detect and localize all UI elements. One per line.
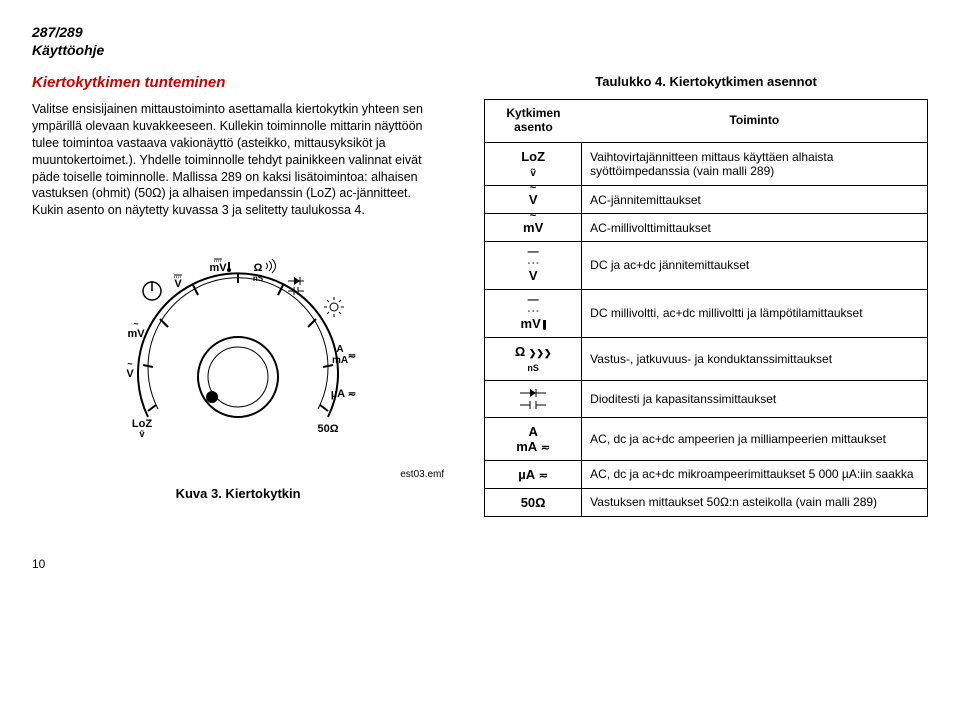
rotary-dial-figure: V mV Ω nS bbox=[32, 237, 444, 501]
figure-caption: Kuva 3. Kiertokytkin bbox=[32, 486, 444, 501]
position-description: AC-millivolttimittaukset bbox=[582, 214, 928, 242]
svg-text:A: A bbox=[336, 344, 343, 355]
svg-text:Ω: Ω bbox=[254, 262, 263, 274]
svg-text:µA: µA bbox=[331, 388, 345, 400]
position-symbol: Ω ❯❯❯nS bbox=[485, 337, 582, 380]
position-description: Dioditesti ja kapasitanssimittaukset bbox=[582, 380, 928, 417]
table-row: Ω ❯❯❯nSVastus-, jatkuvuus- ja konduktans… bbox=[485, 337, 928, 380]
emf-label: est03.emf bbox=[32, 469, 444, 480]
table-row: Dioditesti ja kapasitanssimittaukset bbox=[485, 380, 928, 417]
page-number: 10 bbox=[32, 557, 928, 571]
svg-text:V: V bbox=[126, 368, 134, 380]
table-row: AmA ≂AC, dc ja ac+dc ampeerien ja millia… bbox=[485, 417, 928, 460]
svg-text:mA: mA bbox=[332, 355, 348, 366]
section-title: Kiertokytkimen tunteminen bbox=[32, 74, 444, 91]
svg-text:~: ~ bbox=[127, 359, 132, 369]
table-title: Taulukko 4. Kiertokytkimen asennot bbox=[484, 74, 928, 89]
position-description: Vastus-, jatkuvuus- ja konduktanssimitta… bbox=[582, 337, 928, 380]
col-header-function: Toiminto bbox=[582, 100, 928, 143]
position-symbol: AmA ≂ bbox=[485, 417, 582, 460]
position-symbol bbox=[485, 380, 582, 417]
svg-text:50Ω: 50Ω bbox=[318, 423, 339, 435]
svg-text:≂: ≂ bbox=[348, 389, 356, 400]
position-symbol: ―- - -mV bbox=[485, 289, 582, 337]
doc-subtitle: Käyttöohje bbox=[32, 42, 928, 58]
table-row: ~mVAC-millivolttimittaukset bbox=[485, 214, 928, 242]
model-number: 287/289 bbox=[32, 24, 928, 40]
position-symbol: µA ≂ bbox=[485, 460, 582, 488]
svg-text:nS: nS bbox=[253, 274, 264, 283]
position-description: DC ja ac+dc jännitemittaukset bbox=[582, 242, 928, 290]
table-row: ―- - -VDC ja ac+dc jännitemittaukset bbox=[485, 242, 928, 290]
table-row: ~VAC-jännitemittaukset bbox=[485, 186, 928, 214]
table-row: ―- - -mVDC millivoltti, ac+dc millivoltt… bbox=[485, 289, 928, 337]
svg-text:V: V bbox=[174, 278, 182, 290]
svg-text:mV: mV bbox=[128, 328, 146, 340]
body-paragraph: Valitse ensisijainen mittaustoiminto ase… bbox=[32, 101, 444, 219]
position-description: Vastuksen mittaukset 50Ω:n asteikolla (v… bbox=[582, 488, 928, 516]
position-description: AC, dc ja ac+dc ampeerien ja milliampeer… bbox=[582, 417, 928, 460]
svg-text:~: ~ bbox=[133, 319, 138, 329]
col-header-position: Kytkimen asento bbox=[485, 100, 582, 143]
svg-text:ṽ: ṽ bbox=[140, 429, 145, 439]
position-description: AC-jännitemittaukset bbox=[582, 186, 928, 214]
position-symbol: LoZṽ bbox=[485, 143, 582, 186]
svg-text:mV: mV bbox=[210, 262, 228, 274]
table-row: LoZṽVaihtovirtajännitteen mittaus käyttä… bbox=[485, 143, 928, 186]
table-row: 50ΩVastuksen mittaukset 50Ω:n asteikolla… bbox=[485, 488, 928, 516]
svg-text:≂: ≂ bbox=[348, 351, 356, 362]
position-description: AC, dc ja ac+dc mikroampeerimittaukset 5… bbox=[582, 460, 928, 488]
rotary-dial-svg: V mV Ω nS bbox=[108, 237, 368, 467]
position-description: DC millivoltti, ac+dc millivoltti ja läm… bbox=[582, 289, 928, 337]
position-description: Vaihtovirtajännitteen mittaus käyttäen a… bbox=[582, 143, 928, 186]
position-symbol: 50Ω bbox=[485, 488, 582, 516]
position-symbol: ―- - -V bbox=[485, 242, 582, 290]
table-row: µA ≂AC, dc ja ac+dc mikroampeerimittauks… bbox=[485, 460, 928, 488]
rotary-positions-table: Kytkimen asento Toiminto LoZṽVaihtovirta… bbox=[484, 99, 928, 517]
position-symbol: ~mV bbox=[485, 214, 582, 242]
